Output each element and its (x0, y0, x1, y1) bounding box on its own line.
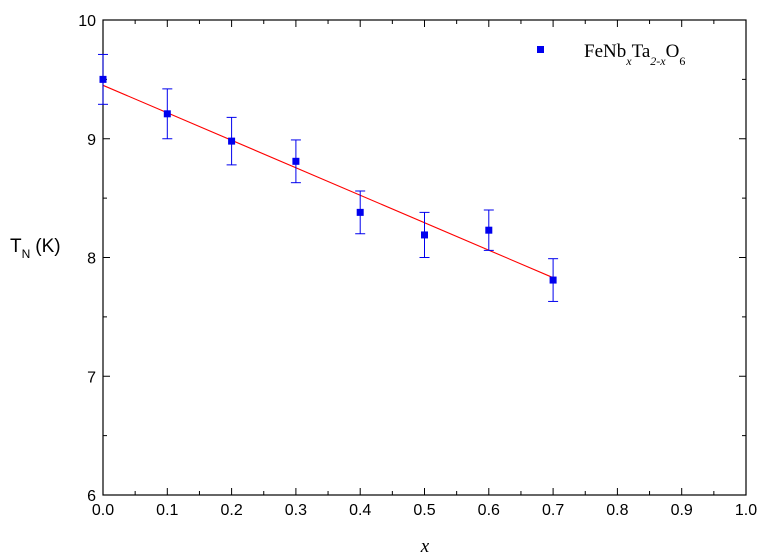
data-marker (485, 226, 493, 234)
data-marker (163, 110, 171, 118)
axis-ticks: 0.0 0.1 0.2 0.3 0.4 0.5 0.6 0.7 0.8 0.9 1.0 6 7 8 9 10 (78, 13, 757, 519)
y-tick-label: 8 (87, 251, 96, 268)
x-tick-label: 0.8 (606, 502, 628, 519)
x-tick-label: 0.4 (349, 502, 371, 519)
x-tick-label: 0.2 (220, 502, 242, 519)
x-tick-label: 0.3 (285, 502, 307, 519)
data-point (483, 209, 494, 251)
data-marker (292, 157, 300, 165)
data-marker (228, 137, 236, 145)
fit-line (102, 84, 554, 279)
data-marker (99, 75, 107, 83)
data-point (98, 53, 108, 105)
y-tick-label: 10 (78, 13, 96, 30)
legend-marker (537, 46, 544, 53)
data-marker (421, 231, 428, 239)
data-layer (98, 53, 559, 302)
y-tick-label: 9 (87, 132, 96, 149)
data-point (548, 258, 559, 302)
data-point (290, 139, 301, 184)
legend-label: FeNbxTa2-xO6 (584, 41, 685, 68)
x-tick-label: 1.0 (735, 502, 757, 519)
x-axis-label: x (420, 536, 430, 557)
data-point (419, 211, 430, 258)
y-tick-label: 7 (87, 369, 96, 386)
x-tick-label: 0.5 (413, 502, 435, 519)
x-tick-label: 0.7 (542, 502, 564, 519)
y-tick-label: 6 (87, 488, 96, 505)
data-marker (549, 276, 557, 284)
x-tick-label: 0.6 (478, 502, 500, 519)
x-tick-label: 0.1 (156, 502, 178, 519)
data-marker (356, 208, 364, 216)
data-point (226, 116, 237, 166)
y-axis-label: TN (K) (10, 236, 61, 261)
legend: FeNbxTa2-xO6 (537, 41, 685, 68)
data-point (355, 190, 366, 235)
x-tick-label: 0.0 (92, 502, 114, 519)
data-point (162, 88, 173, 140)
fit-layer (102, 84, 554, 279)
x-tick-label: 0.9 (671, 502, 693, 519)
